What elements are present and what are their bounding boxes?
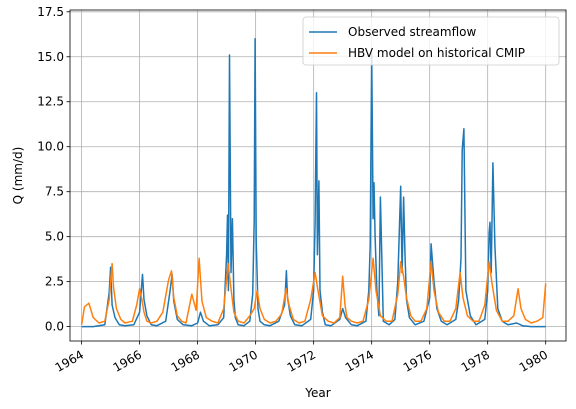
x-tick-label: 1968 (169, 347, 202, 374)
y-axis-label: Q (mm/d) (11, 147, 25, 205)
y-tick-label: 0.0 (45, 320, 64, 334)
plot-frame (69, 9, 567, 342)
y-tick-label: 12.5 (37, 95, 64, 109)
x-tick-label: 1978 (459, 347, 492, 374)
y-tick-label: 15.0 (37, 50, 64, 64)
series-line-1 (80, 257, 547, 325)
x-tick-label: 1976 (401, 347, 434, 374)
x-tick-label: 1972 (285, 347, 318, 374)
legend-label-hbv: HBV model on historical CMIP (348, 46, 525, 60)
series-layer (80, 38, 547, 328)
y-tick-label: 7.5 (45, 185, 64, 199)
x-tick-label: 1966 (111, 347, 144, 374)
x-tick-label: 1964 (53, 347, 86, 374)
x-tick-label: 1970 (227, 347, 260, 374)
x-axis: 1964 1966 1968 1970 1972 1974 1976 1978 1980 (53, 341, 550, 375)
legend-box (302, 16, 560, 66)
y-tick-label: 10.0 (37, 140, 64, 154)
y-tick-label: 17.5 (37, 5, 64, 19)
y-axis: 0.0 2.5 5.0 7.5 10.0 12.5 15.0 17.5 (37, 5, 70, 334)
series-line-0 (81, 38, 546, 328)
y-tick-label: 2.5 (45, 275, 64, 289)
x-tick-label: 1980 (517, 347, 550, 374)
legend-label-observed: Observed streamflow (348, 25, 477, 39)
y-tick-label: 5.0 (45, 230, 64, 244)
x-axis-label: Year (304, 386, 330, 400)
legend: Observed streamflow HBV model on histori… (302, 16, 560, 66)
x-tick-label: 1974 (343, 347, 376, 374)
